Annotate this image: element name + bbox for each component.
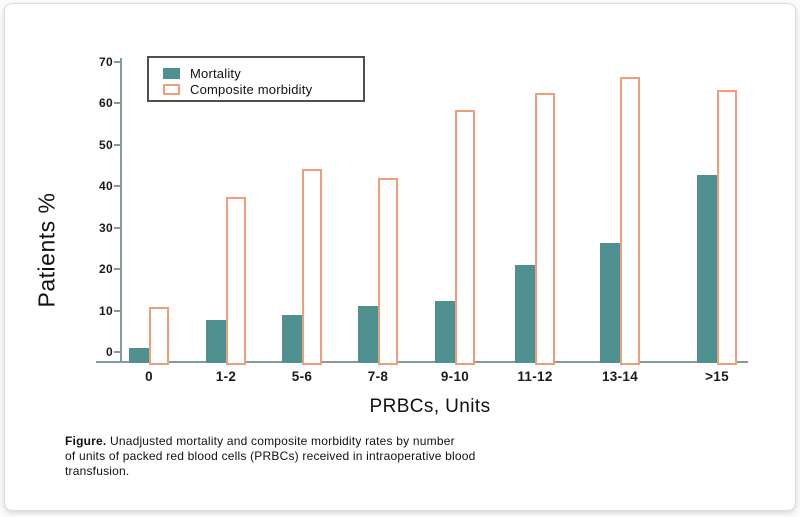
x-tick-label-2: 5-6 [291, 369, 313, 384]
x-tick-label-6: 13-14 [601, 369, 639, 384]
x-axis-line [96, 361, 748, 363]
x-tick-label-3: 7-8 [367, 369, 389, 384]
bar-mortality-2 [282, 314, 302, 363]
bar-mortality-4 [435, 301, 455, 363]
bar-composite-morbidity-4 [455, 109, 475, 365]
y-tick-mark [114, 185, 120, 188]
y-tick-mark [114, 143, 120, 146]
bar-composite-morbidity-6 [620, 77, 640, 365]
bar-composite-morbidity-7 [717, 90, 737, 365]
bar-mortality-1 [206, 320, 226, 363]
caption-line-2: of units of packed red blood cells (PRBC… [65, 449, 476, 463]
bar-mortality-6 [600, 242, 620, 363]
bar-composite-morbidity-3 [378, 178, 398, 365]
caption-label: Figure. [65, 434, 107, 448]
figure-caption: Figure. Unadjusted mortality and composi… [65, 434, 485, 479]
caption-text-1: Unadjusted mortality and composite morbi… [109, 434, 455, 448]
y-tick-label: 10 [99, 303, 113, 318]
legend-label-composite-morbidity: Composite morbidity [190, 81, 313, 97]
mortality-swatch-icon [163, 67, 180, 79]
y-tick-mark [114, 61, 120, 63]
legend-item-mortality: Mortality [163, 65, 363, 81]
y-tick-label: 60 [99, 96, 113, 111]
y-tick-mark [114, 226, 120, 229]
legend-item-composite-morbidity: Composite morbidity [163, 81, 363, 97]
figure-card [4, 3, 796, 511]
legend: Mortality Composite morbidity [147, 56, 365, 102]
y-tick-label: 0 [106, 345, 113, 359]
y-tick-label: 20 [99, 262, 113, 277]
y-tick-mark [114, 351, 120, 353]
bar-mortality-0 [129, 347, 149, 363]
x-tick-label-4: 9-10 [440, 369, 470, 384]
bar-mortality-3 [358, 305, 378, 363]
legend-label-mortality: Mortality [190, 65, 241, 81]
composite-morbidity-swatch-icon [163, 83, 180, 95]
y-tick-label: 50 [99, 137, 113, 152]
caption-line-1: Figure. Unadjusted mortality and composi… [65, 434, 485, 449]
y-tick-label: 70 [99, 55, 113, 69]
bar-composite-morbidity-0 [149, 307, 169, 365]
y-tick-mark [114, 102, 120, 105]
x-tick-label-7: >15 [705, 369, 729, 384]
y-tick-label: 30 [99, 220, 113, 235]
y-axis-line [120, 58, 122, 363]
bar-composite-morbidity-2 [302, 168, 322, 365]
bar-composite-morbidity-1 [226, 196, 246, 365]
bar-mortality-5 [515, 265, 535, 363]
y-axis-title: Patients % [33, 192, 60, 308]
x-axis-title: PRBCs, Units [369, 396, 491, 417]
y-tick-label: 40 [99, 179, 113, 194]
caption-line-3: transfusion. [65, 464, 130, 478]
x-tick-label-5: 11-12 [517, 369, 553, 384]
x-tick-label-1: 1-2 [215, 369, 237, 384]
y-tick-mark [114, 268, 120, 271]
y-tick-mark [114, 309, 120, 312]
x-tick-label-0: 0 [145, 369, 153, 384]
bar-composite-morbidity-5 [535, 93, 555, 365]
bar-mortality-7 [697, 175, 717, 363]
